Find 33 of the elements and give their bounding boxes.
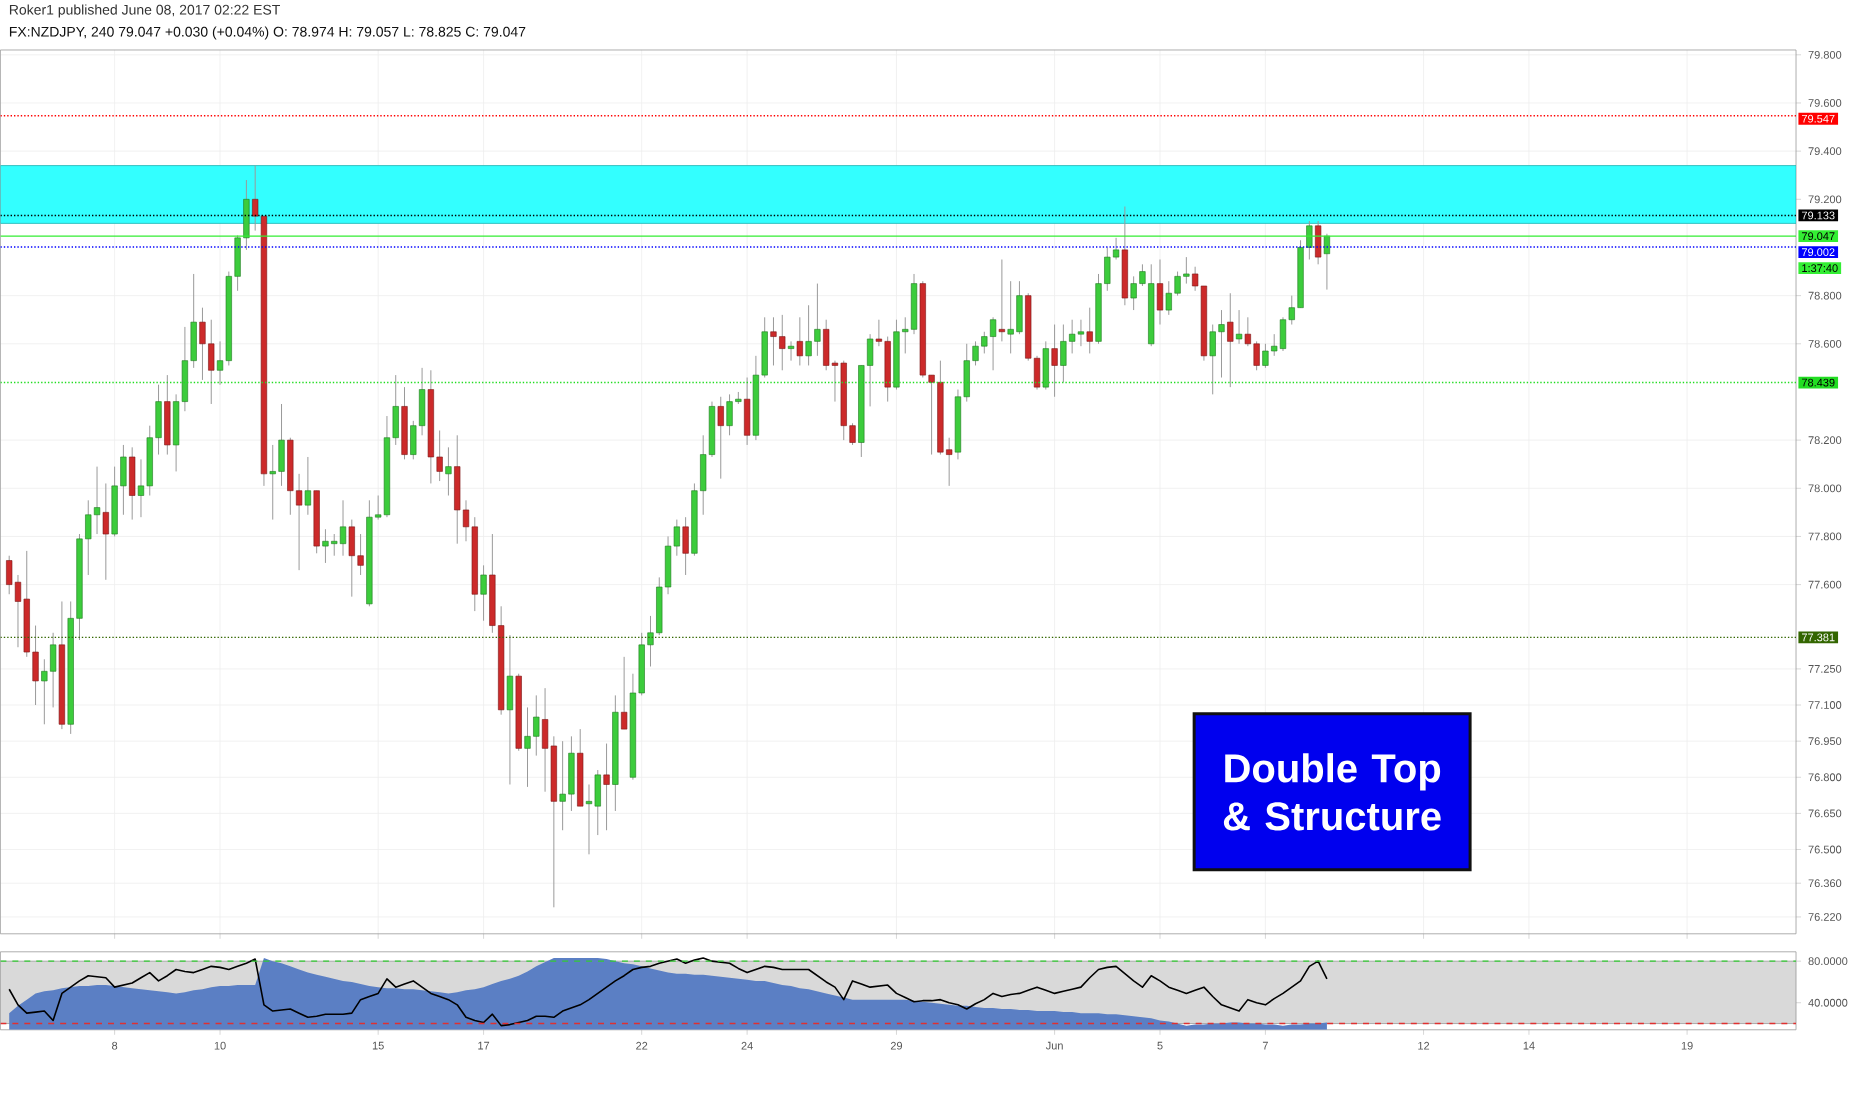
candlestick (787, 341, 795, 362)
candlestick (480, 564, 487, 622)
candlestick (304, 456, 311, 516)
candlestick (621, 656, 628, 730)
candlestick (1051, 324, 1058, 398)
candlestick (6, 555, 13, 595)
candlestick (454, 434, 461, 545)
candlestick (445, 446, 452, 497)
candlestick (796, 316, 803, 367)
candlestick (910, 273, 918, 335)
candlestick (339, 499, 347, 557)
candlestick (164, 374, 171, 456)
candlestick (823, 319, 830, 371)
annotation: Double Top & Structure (1223, 753, 1441, 831)
candlestick (1235, 309, 1243, 345)
candlestick (506, 634, 514, 786)
candlestick (102, 483, 109, 581)
candlestick (1315, 220, 1322, 265)
candlestick (93, 466, 101, 535)
candlestick (1042, 341, 1049, 391)
candlestick (594, 769, 601, 836)
candlestick (1227, 292, 1234, 388)
candlestick (1086, 307, 1093, 355)
candlestick (744, 377, 751, 446)
candlestick (989, 316, 997, 371)
candlestick (603, 743, 610, 831)
candlestick (717, 396, 724, 480)
candlestick (1323, 233, 1331, 291)
candlestick (998, 259, 1005, 343)
candlestick (1077, 319, 1085, 347)
candlestick (682, 516, 689, 576)
candlestick (1156, 259, 1164, 326)
candlestick (129, 446, 136, 521)
